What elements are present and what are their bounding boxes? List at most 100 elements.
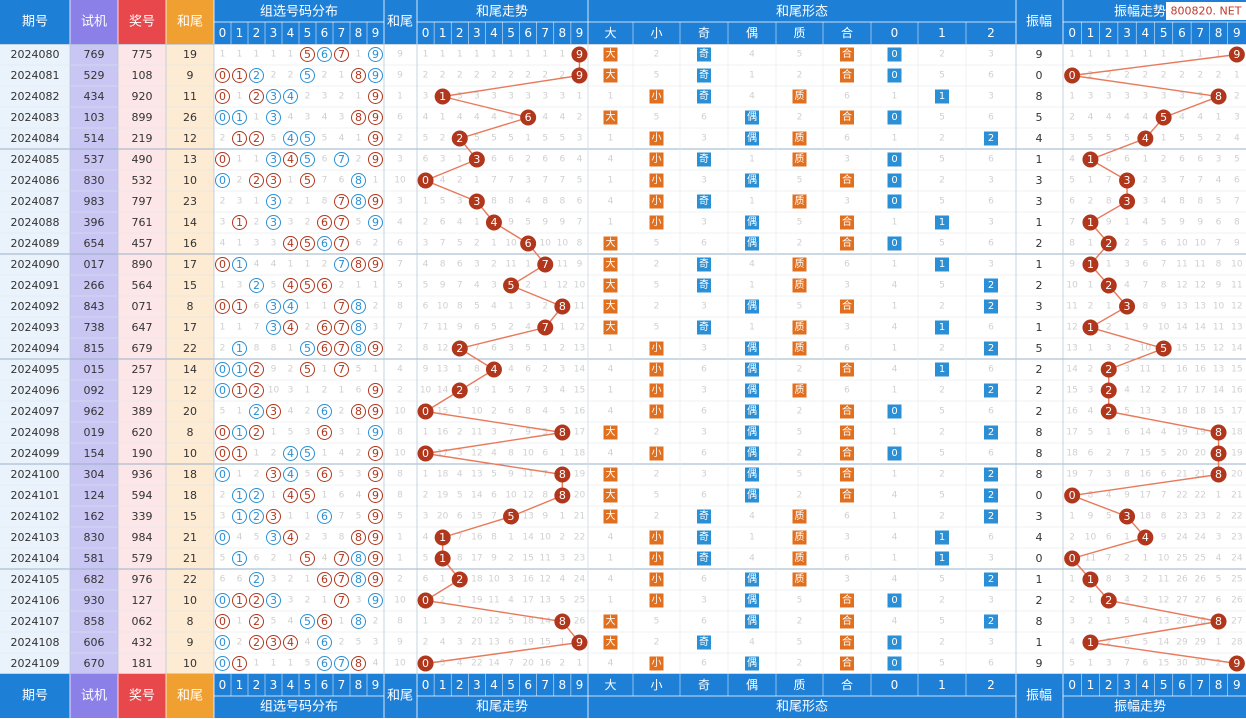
- trend-miss: 3: [457, 449, 463, 459]
- amp-miss: 24: [1176, 533, 1188, 543]
- dist-ball-digit: 8: [355, 657, 362, 670]
- trend-miss: 19: [437, 491, 449, 501]
- trend-miss: 3: [440, 617, 446, 627]
- issue-cell: 2024108: [11, 636, 60, 649]
- form-miss: 4: [608, 533, 614, 543]
- dist-ball-digit: 2: [253, 594, 260, 607]
- dist-miss: 1: [373, 176, 379, 186]
- form-miss: 4: [892, 281, 898, 291]
- amp-trend-ball: [1137, 529, 1154, 546]
- amp-miss: 2: [1234, 92, 1240, 102]
- digit-header-3: 3: [473, 678, 481, 692]
- test-ball-digit: 1: [236, 363, 243, 376]
- dist-miss: 6: [339, 491, 345, 501]
- amp-miss: 9: [1197, 218, 1203, 228]
- trend-miss: 2: [508, 71, 514, 81]
- digit-header-8: 8: [559, 678, 567, 692]
- amp-miss: 17: [1231, 407, 1242, 417]
- trend-miss: 1: [491, 239, 497, 249]
- test-ball: [232, 110, 247, 125]
- amp-miss: 8: [1216, 260, 1222, 270]
- amp-miss: 10: [1213, 302, 1225, 312]
- amplitude-cell: 2: [1036, 405, 1043, 418]
- dist-ball-digit: 0: [219, 447, 226, 460]
- trend-miss: 8: [457, 302, 463, 312]
- tail-trend-ball: [451, 340, 468, 357]
- amp-miss: 14: [1158, 638, 1170, 648]
- form-miss: 4: [608, 407, 614, 417]
- test-ball: [317, 635, 332, 650]
- amp-miss: 1: [1124, 323, 1130, 333]
- tail-trend-ball-digit: 9: [576, 636, 583, 649]
- test-cell: 682: [84, 573, 105, 586]
- trend-miss: 2: [508, 323, 514, 333]
- digit-header-7: 7: [541, 26, 549, 40]
- test-ball: [283, 89, 298, 104]
- form-miss: 1: [749, 533, 755, 543]
- trend-miss: 15: [471, 512, 482, 522]
- form-box: [745, 383, 759, 398]
- form-box-label: 合: [842, 656, 852, 669]
- test-ball-digit: 0: [219, 111, 226, 124]
- digit-header-7: 7: [338, 678, 346, 692]
- test-ball: [215, 383, 230, 398]
- form-miss: 3: [701, 176, 707, 186]
- form-box-label: 偶: [747, 614, 757, 627]
- dist-miss: 2: [322, 386, 328, 396]
- tail-trend-ball: [571, 46, 588, 63]
- issue-cell: 2024086: [11, 174, 60, 187]
- dist-miss: 3: [288, 218, 294, 228]
- amp-miss: 3: [1088, 92, 1094, 102]
- form-box-label: 0: [891, 196, 897, 207]
- form-box-label: 奇: [699, 320, 709, 333]
- amp-miss: 3: [1216, 533, 1222, 543]
- form-miss: 3: [988, 50, 994, 60]
- form-box: [603, 110, 618, 125]
- form-box: [649, 572, 664, 587]
- amp-miss: 3: [1179, 92, 1185, 102]
- amp-trend-ball: [1100, 361, 1117, 378]
- dist-miss: 5: [356, 218, 362, 228]
- trend-miss: 1: [525, 134, 531, 144]
- test-ball: [215, 635, 230, 650]
- form-box: [649, 131, 664, 146]
- form-miss: 3: [701, 386, 707, 396]
- amp-miss: 16: [1066, 407, 1078, 417]
- digit-header-9: 9: [372, 678, 380, 692]
- form-box-label: 奇: [699, 551, 709, 564]
- hewei-miss: 9: [397, 638, 403, 648]
- test-ball: [300, 131, 315, 146]
- form-box: [840, 446, 854, 461]
- dist-miss: 3: [305, 428, 311, 438]
- test-ball-digit: 0: [219, 531, 226, 544]
- amp-miss: 1: [1216, 50, 1222, 60]
- form-box-label: 合: [842, 635, 852, 648]
- test-ball: [351, 173, 366, 188]
- form-box: [649, 194, 664, 209]
- form-miss: 6: [988, 71, 994, 81]
- dist-ball: [283, 320, 298, 335]
- amp-miss: 10: [1140, 344, 1152, 354]
- amp-trend-ball-digit: 1: [1087, 216, 1094, 229]
- form-miss: 3: [701, 218, 707, 228]
- amp-miss: 3: [1088, 386, 1094, 396]
- dist-ball: [215, 68, 230, 83]
- form-box: [792, 551, 807, 566]
- trend-miss: 4: [525, 323, 531, 333]
- form-box-label: 小: [652, 153, 662, 165]
- amp-miss: 5: [1197, 134, 1203, 144]
- form-box: [603, 236, 618, 251]
- trend-miss: 19: [471, 596, 483, 606]
- trend-miss: 4: [457, 659, 463, 669]
- amp-miss: 1: [1216, 638, 1222, 648]
- form-miss: 1: [608, 386, 614, 396]
- test-ball-digit: 3: [270, 531, 277, 544]
- form-miss: 4: [749, 92, 755, 102]
- form-miss: 4: [892, 491, 898, 501]
- amp-miss: 13: [1158, 617, 1169, 627]
- trend-miss: 3: [525, 302, 531, 312]
- amp-miss: 2: [1088, 71, 1094, 81]
- form-box: [935, 257, 949, 272]
- dist-ball: [368, 404, 383, 419]
- amp-trend-ball-digit: 9: [1233, 657, 1240, 670]
